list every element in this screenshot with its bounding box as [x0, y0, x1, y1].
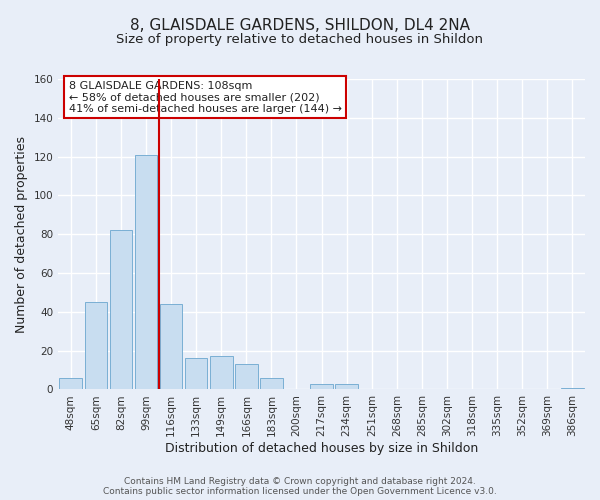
Text: Size of property relative to detached houses in Shildon: Size of property relative to detached ho…	[116, 32, 484, 46]
Text: 8 GLAISDALE GARDENS: 108sqm
← 58% of detached houses are smaller (202)
41% of se: 8 GLAISDALE GARDENS: 108sqm ← 58% of det…	[69, 80, 342, 114]
Bar	[59, 378, 82, 390]
Bar	[335, 384, 358, 390]
Bar	[85, 302, 107, 390]
Text: 8, GLAISDALE GARDENS, SHILDON, DL4 2NA: 8, GLAISDALE GARDENS, SHILDON, DL4 2NA	[130, 18, 470, 32]
Text: Contains HM Land Registry data © Crown copyright and database right 2024.: Contains HM Land Registry data © Crown c…	[124, 477, 476, 486]
Bar	[561, 388, 584, 390]
Bar	[310, 384, 333, 390]
Bar	[134, 154, 157, 390]
Bar	[110, 230, 132, 390]
Y-axis label: Number of detached properties: Number of detached properties	[15, 136, 28, 332]
Bar	[235, 364, 257, 390]
Bar	[260, 378, 283, 390]
Text: Contains public sector information licensed under the Open Government Licence v3: Contains public sector information licen…	[103, 487, 497, 496]
Bar	[160, 304, 182, 390]
Bar	[210, 356, 233, 390]
Bar	[185, 358, 208, 390]
X-axis label: Distribution of detached houses by size in Shildon: Distribution of detached houses by size …	[165, 442, 478, 455]
